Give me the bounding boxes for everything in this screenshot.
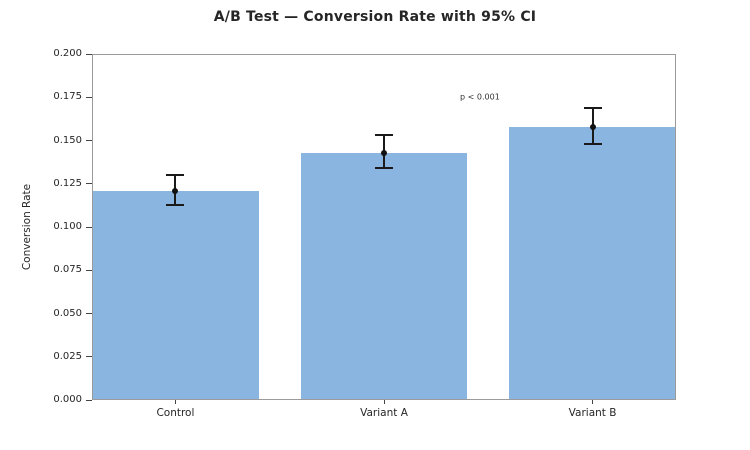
y-tick-label: 0.125 <box>53 177 82 189</box>
y-tick-mark <box>86 269 92 271</box>
x-tick-mark <box>383 400 385 404</box>
y-tick-label: 0.100 <box>53 221 82 232</box>
error-bar-cap-bottom <box>166 203 185 206</box>
x-tick-label: Variant B <box>568 407 617 419</box>
error-marker <box>589 123 596 130</box>
error-bar-cap-bottom <box>583 142 602 145</box>
y-tick-label: 0.175 <box>53 91 82 103</box>
y-tick-mark <box>86 399 92 401</box>
annotation-p-value: p < 0.001 <box>460 92 500 102</box>
y-tick-label: 0.075 <box>53 264 82 276</box>
y-tick-mark <box>86 140 92 141</box>
y-tick-label: 0.200 <box>53 48 82 59</box>
x-tick-mark <box>174 400 176 404</box>
x-tick-mark <box>592 400 594 404</box>
error-marker <box>381 149 387 156</box>
chart-title: A/B Test — Conversion Rate with 95% CI <box>213 9 537 25</box>
bar <box>300 152 468 400</box>
x-tick-label: Control <box>156 407 195 419</box>
x-tick-label: Variant A <box>360 407 408 419</box>
error-bar-cap-top <box>166 174 185 177</box>
error-marker <box>172 187 179 194</box>
y-tick-mark <box>86 226 92 228</box>
y-tick-label: 0.025 <box>53 350 82 362</box>
y-tick-label: 0.000 <box>53 394 82 405</box>
y-tick-mark <box>86 96 92 98</box>
bar <box>509 126 676 400</box>
y-tick-label: 0.050 <box>53 307 82 319</box>
bar <box>92 190 259 400</box>
error-bar-cap-bottom <box>375 167 393 170</box>
y-tick-mark <box>86 53 92 55</box>
y-tick-label: 0.150 <box>53 134 82 146</box>
y-tick-mark <box>86 313 92 314</box>
error-bar-cap-top <box>583 106 602 109</box>
y-tick-mark <box>86 183 92 185</box>
error-bar-cap-top <box>375 134 393 137</box>
y-tick-mark <box>86 356 92 358</box>
